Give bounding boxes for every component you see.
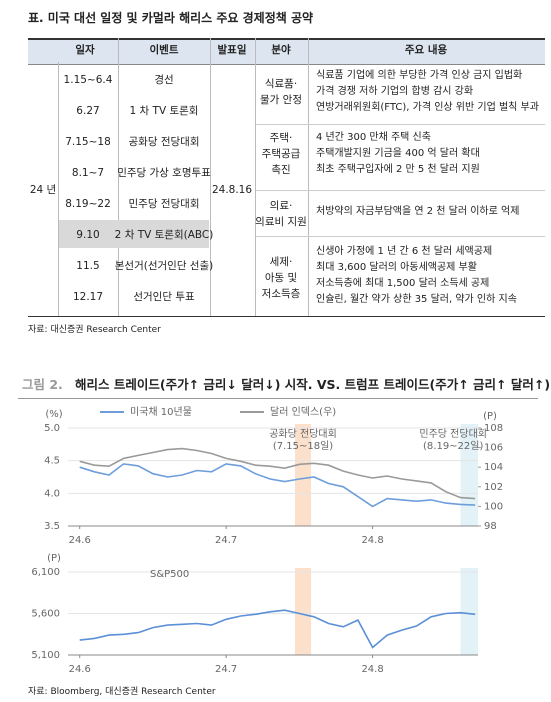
event-name: 경선 xyxy=(154,74,174,86)
policy-field: 촉진 xyxy=(271,164,291,176)
policy-item: 식료품 기업에 의한 부당한 가격 인상 금지 입법화 xyxy=(316,70,523,81)
y-tick-label: 6,100 xyxy=(31,567,60,578)
event-date: 8.19~22 xyxy=(65,198,111,210)
figure-title: 해리스 트레이드(주가↑ 금리↓ 달러↓) 시작. VS. 트럼프 트레이드(주… xyxy=(75,377,551,392)
figure-rule xyxy=(18,398,538,399)
policy-field: 주택공급 xyxy=(261,148,301,160)
doc-title: 표. 미국 대선 일정 및 카멀라 해리스 주요 경제정책 공약 xyxy=(28,11,314,25)
policy-field: 아동 및 xyxy=(264,272,298,284)
column-header: 이벤트 xyxy=(149,44,179,56)
event-name: 본선거(선거인단 선출) xyxy=(114,260,214,272)
announce-date: 24.8.16 xyxy=(211,184,253,196)
y2-tick-label: 106 xyxy=(484,443,503,454)
highlight-band xyxy=(294,424,312,526)
annotation: 공화당 전당대회 xyxy=(269,428,337,440)
column-header: 주요 내용 xyxy=(404,44,448,56)
y-unit: (%) xyxy=(45,409,62,420)
x-tick-label: 24.7 xyxy=(215,535,237,546)
x-tick-label: 24.8 xyxy=(361,535,383,546)
y2-tick-label: 108 xyxy=(484,423,503,434)
policy-field: 세제· xyxy=(269,256,293,268)
x-tick-label: 24.6 xyxy=(69,535,91,546)
annotation: 민주당 전당대회 xyxy=(419,428,487,440)
figure-source: 자료: Bloomberg, 대신증권 Research Center xyxy=(28,687,216,697)
y-tick-label: 4.5 xyxy=(44,456,60,467)
event-date: 1.15~6.4 xyxy=(63,74,113,86)
event-date: 12.17 xyxy=(72,291,104,303)
table-bottom xyxy=(28,316,545,317)
y2-tick-label: 100 xyxy=(484,501,503,512)
y-tick-label: 4.0 xyxy=(44,488,60,499)
policy-field: 주택· xyxy=(269,132,293,144)
highlight-band xyxy=(460,568,478,655)
event-name: 1 차 TV 토론회 xyxy=(129,105,199,117)
series-line xyxy=(79,463,476,508)
row-line xyxy=(256,190,545,191)
y-tick-label: 5,100 xyxy=(31,650,60,661)
series-line xyxy=(79,609,476,649)
row-line xyxy=(256,236,545,237)
y-unit: (P) xyxy=(47,553,61,564)
policy-item: 주택개발지원 기금을 400 억 달러 확대 xyxy=(316,148,480,159)
policy-item: 가격 경쟁 저하 기업의 합병 감시 강화 xyxy=(316,86,474,97)
legend-label: 달러 인덱스(우) xyxy=(270,406,336,418)
policy-item: 4 년간 300 만채 주택 신축 xyxy=(316,132,431,143)
y-tick-label: 5,600 xyxy=(31,609,60,620)
y2-tick-label: 104 xyxy=(484,462,503,473)
policy-item: 처방약의 자금부담액을 연 2 천 달러 이하로 억제 xyxy=(316,206,520,217)
x-tick-label: 24.7 xyxy=(215,664,237,675)
event-date: 8.1~7 xyxy=(71,167,105,179)
event-name: 민주당 전당대회 xyxy=(128,198,200,210)
event-date: 9.10 xyxy=(76,229,100,241)
y2-tick-label: 102 xyxy=(484,482,503,493)
event-name: 선거인단 투표 xyxy=(133,291,195,303)
event-date: 7.15~18 xyxy=(65,136,111,148)
column-header: 분야 xyxy=(271,44,291,56)
col-line xyxy=(255,38,256,316)
x-tick-label: 24.8 xyxy=(361,664,383,675)
highlight-band xyxy=(460,424,478,526)
policy-field: 의료· xyxy=(269,200,293,212)
policy-field: 저소득층 xyxy=(261,288,301,300)
col-line xyxy=(308,38,309,316)
highlight-band xyxy=(294,568,312,655)
y2-tick-label: 98 xyxy=(484,521,497,532)
series-line xyxy=(79,447,476,500)
column-header: 발표일 xyxy=(217,44,247,56)
policy-field: 의료비 지원 xyxy=(255,216,307,228)
policy-item: 저소득층에 최대 1,500 달러 소득세 공제 xyxy=(316,278,490,289)
series-label: S&P500 xyxy=(150,569,189,580)
x-tick-label: 24.6 xyxy=(69,664,91,675)
policy-item: 신생아 가정에 1 년 간 6 천 달러 세액공제 xyxy=(316,246,493,257)
table-source: 자료: 대신증권 Research Center xyxy=(28,325,161,335)
col-line xyxy=(118,38,119,316)
policy-field: 물가 안정 xyxy=(260,94,302,106)
y-tick-label: 5.0 xyxy=(44,423,60,434)
event-name: 민주당 가상 호명투표 xyxy=(117,167,211,179)
annotation: (8.19~22일) xyxy=(423,440,483,452)
year: 24 년 xyxy=(29,184,57,196)
highlight xyxy=(59,220,209,248)
figure-number: 그림 2. xyxy=(22,377,63,392)
policy-item: 연방거래위원회(FTC), 가격 인상 위반 기업 벌칙 부과 xyxy=(316,102,539,113)
y2-unit: (P) xyxy=(483,411,497,422)
event-name: 공화당 전당대회 xyxy=(128,136,200,148)
event-date: 6.27 xyxy=(76,105,100,117)
legend-label: 미국채 10년물 xyxy=(130,406,192,418)
row-line xyxy=(256,124,545,125)
policy-field: 식료품· xyxy=(264,78,298,90)
col-line xyxy=(58,62,59,316)
column-header: 일자 xyxy=(75,44,95,56)
policy-item: 인슐린, 월간 약가 상한 35 달러, 약가 인하 지속 xyxy=(316,294,517,305)
annotation: (7.15~18일) xyxy=(273,440,333,452)
policy-item: 최초 주택구입자에 2 만 5 천 달러 지원 xyxy=(316,164,480,175)
policy-item: 최대 3,600 달러의 아동세액공제 부활 xyxy=(316,262,477,273)
event-date: 11.5 xyxy=(76,260,100,272)
y-tick-label: 3.5 xyxy=(44,521,60,532)
header-bg xyxy=(28,38,545,65)
event-name: 2 차 TV 토론회(ABC) xyxy=(114,229,214,241)
col-line xyxy=(210,38,211,316)
